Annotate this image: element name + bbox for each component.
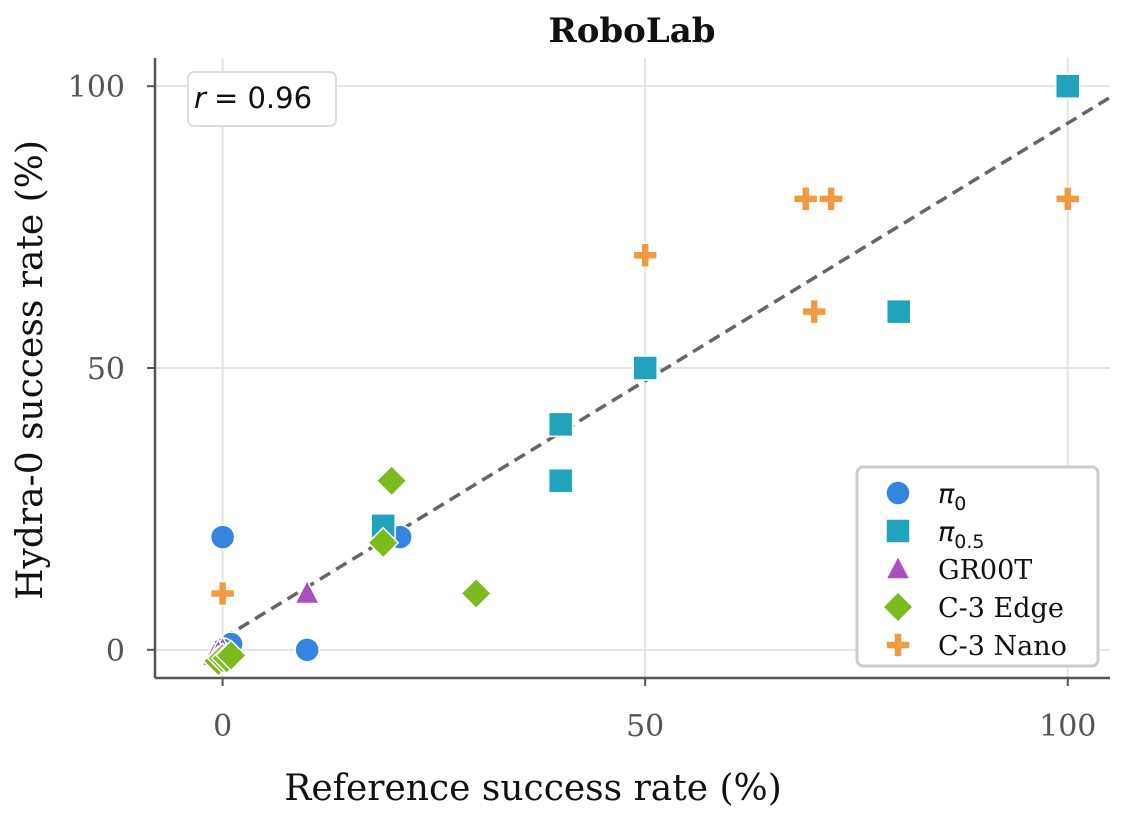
data-point-square bbox=[632, 355, 658, 381]
data-point-plus bbox=[793, 186, 819, 212]
data-point-diamond bbox=[215, 639, 248, 672]
data-point-circle bbox=[209, 524, 236, 550]
series-square bbox=[370, 73, 1081, 539]
data-point-plus bbox=[209, 580, 236, 607]
y-tick-label: 100 bbox=[68, 70, 125, 105]
data-point-diamond bbox=[375, 464, 408, 497]
legend-label-base: π bbox=[938, 517, 955, 548]
y-tick-label: 0 bbox=[106, 634, 125, 669]
x-tick-label: 100 bbox=[1039, 709, 1096, 744]
annotation-box bbox=[187, 71, 337, 127]
correlation-annotation: r = 0.96 bbox=[187, 71, 337, 127]
chart-title: RoboLab bbox=[548, 11, 715, 51]
series-diamond bbox=[202, 464, 493, 678]
data-point-circle bbox=[294, 637, 320, 663]
data-point-plus bbox=[632, 242, 658, 269]
annotation-value: = 0.96 bbox=[214, 81, 312, 115]
data-point-square bbox=[885, 298, 912, 325]
legend-marker-diamond bbox=[881, 590, 915, 624]
x-tick-label: 0 bbox=[213, 709, 232, 744]
data-point-plus bbox=[818, 186, 844, 212]
legend-label: π0.5 bbox=[938, 517, 984, 553]
data-point-diamond bbox=[460, 577, 493, 610]
x-tick-label: 50 bbox=[626, 709, 664, 744]
x-axis-label: Reference success rate (%) bbox=[284, 768, 782, 809]
legend-label: C-3 Nano bbox=[938, 631, 1067, 662]
data-point-diamond bbox=[367, 526, 400, 559]
y-tick-label: 50 bbox=[87, 352, 125, 387]
data-point-square bbox=[547, 467, 574, 494]
legend-label-sub: 0.5 bbox=[954, 531, 984, 553]
data-point-square bbox=[1054, 73, 1081, 99]
data-points bbox=[200, 73, 1081, 678]
legend-marker-plus bbox=[885, 632, 911, 658]
annotation-text: r = 0.96 bbox=[194, 81, 312, 115]
series-plus bbox=[209, 186, 1081, 607]
annotation-variable: r bbox=[194, 81, 208, 115]
fit-line-group bbox=[221, 95, 1111, 641]
data-point-plus bbox=[1054, 186, 1081, 212]
legend-marker-square bbox=[885, 518, 911, 544]
fit-line bbox=[221, 95, 1111, 641]
tick-labels: 0 50 100 0 50 100 bbox=[68, 70, 1097, 744]
data-point-plus bbox=[801, 298, 827, 325]
legend-label-sub: 0 bbox=[954, 493, 966, 515]
legend-marker-triangle bbox=[884, 554, 912, 580]
y-axis-label: Hydra-0 success rate (%) bbox=[10, 140, 51, 600]
legend-label: GR00T bbox=[938, 555, 1032, 586]
legend-label: π0 bbox=[938, 479, 966, 515]
legend-label-base: π bbox=[938, 479, 955, 510]
legend-label: C-3 Edge bbox=[938, 593, 1064, 624]
data-point-square bbox=[547, 411, 574, 438]
legend-marker-circle bbox=[885, 480, 911, 506]
legend-box bbox=[855, 465, 1100, 668]
data-point-triangle bbox=[293, 578, 321, 605]
